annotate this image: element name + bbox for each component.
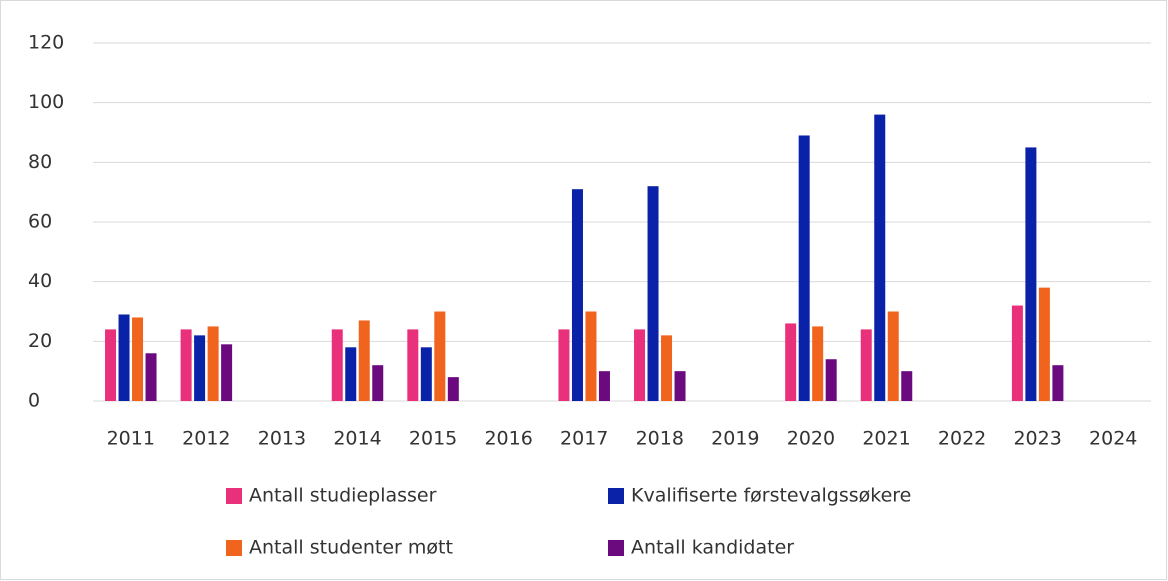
x-tick-label: 2022 bbox=[938, 428, 986, 450]
bar bbox=[194, 335, 206, 401]
bar bbox=[887, 311, 899, 401]
x-tick-label: 2014 bbox=[333, 428, 381, 450]
bar bbox=[1025, 147, 1037, 401]
x-tick-label: 2015 bbox=[409, 428, 457, 450]
y-tick-label: 100 bbox=[28, 91, 64, 113]
bar bbox=[345, 347, 357, 401]
x-tick-label: 2011 bbox=[107, 428, 155, 450]
bar bbox=[901, 371, 913, 401]
x-tick-label: 2019 bbox=[711, 428, 759, 450]
bar bbox=[207, 326, 219, 401]
bar bbox=[585, 311, 597, 401]
bar bbox=[372, 365, 384, 401]
bar bbox=[825, 359, 837, 401]
bar bbox=[1038, 287, 1050, 401]
bar bbox=[798, 135, 810, 401]
x-tick-label: 2016 bbox=[484, 428, 532, 450]
bar bbox=[1052, 365, 1064, 401]
bar bbox=[118, 314, 130, 401]
bar bbox=[571, 189, 583, 401]
bar bbox=[634, 329, 646, 401]
x-tick-label: 2021 bbox=[862, 428, 910, 450]
bar bbox=[1011, 305, 1023, 401]
y-tick-label: 40 bbox=[28, 270, 52, 292]
x-tick-label: 2018 bbox=[636, 428, 684, 450]
bar bbox=[558, 329, 570, 401]
bar bbox=[221, 344, 233, 401]
x-tick-label: 2017 bbox=[560, 428, 608, 450]
legend-swatch bbox=[226, 488, 242, 504]
legend-swatch bbox=[226, 540, 242, 556]
bar bbox=[180, 329, 192, 401]
bar bbox=[331, 329, 343, 401]
bar bbox=[874, 114, 886, 401]
y-tick-label: 60 bbox=[28, 211, 52, 233]
y-tick-label: 80 bbox=[28, 151, 52, 173]
legend-label: Antall studieplasser bbox=[249, 485, 437, 507]
bar bbox=[420, 347, 432, 401]
bar bbox=[447, 377, 459, 401]
legend-label: Kvalifiserte førstevalgssøkere bbox=[631, 485, 911, 507]
y-tick-label: 0 bbox=[28, 390, 40, 412]
bar bbox=[132, 317, 144, 401]
bar bbox=[358, 320, 370, 401]
bar bbox=[145, 353, 157, 401]
legend-swatch bbox=[608, 488, 624, 504]
x-tick-label: 2012 bbox=[182, 428, 230, 450]
x-tick-label: 2024 bbox=[1089, 428, 1137, 450]
bar bbox=[661, 335, 673, 401]
bar bbox=[598, 371, 610, 401]
bar bbox=[105, 329, 117, 401]
bar bbox=[860, 329, 872, 401]
bar bbox=[812, 326, 824, 401]
x-tick-label: 2013 bbox=[258, 428, 306, 450]
x-tick-label: 2023 bbox=[1013, 428, 1061, 450]
y-tick-label: 20 bbox=[28, 330, 52, 352]
x-tick-label: 2020 bbox=[787, 428, 835, 450]
legend-label: Antall kandidater bbox=[631, 537, 794, 559]
legend-swatch bbox=[608, 540, 624, 556]
y-tick-label: 120 bbox=[28, 32, 64, 54]
legend-label: Antall studenter møtt bbox=[249, 537, 453, 559]
bar bbox=[434, 311, 446, 401]
bar bbox=[785, 323, 797, 401]
bar bbox=[407, 329, 419, 401]
bar bbox=[674, 371, 686, 401]
bar bbox=[647, 186, 659, 401]
